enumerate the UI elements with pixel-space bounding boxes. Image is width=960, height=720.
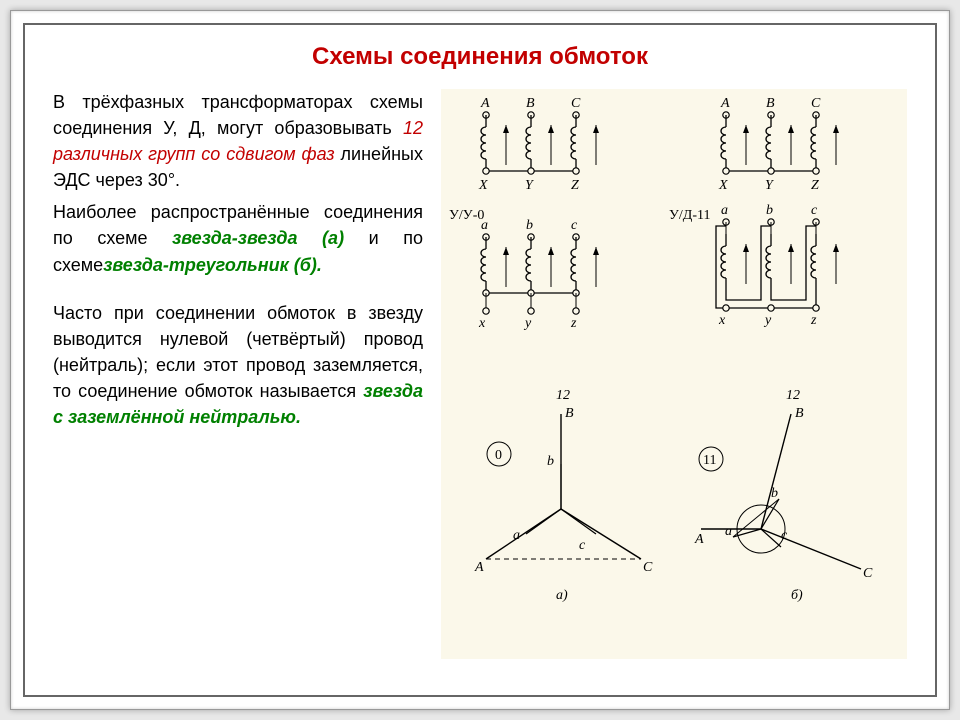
block-top-left-primary: A B C X Y Z	[478, 96, 599, 193]
circ0: 0	[495, 448, 502, 463]
circ11: 11	[703, 453, 716, 468]
vec-C-l: C	[643, 560, 653, 575]
lbl-X: X	[478, 178, 488, 193]
scheme-label-2: У/Д-11	[669, 208, 711, 223]
lbl-B2: B	[766, 96, 775, 111]
winding-diagram-svg: A B C X Y Z A B C	[441, 89, 901, 659]
paragraph-2: Наиболее распространённые соединения по …	[53, 199, 423, 277]
lbl-c2: c	[811, 203, 818, 218]
paragraph-1: В трёхфазных трансформаторах схемы соеди…	[53, 89, 423, 193]
vec-A-r: A	[694, 532, 704, 547]
block-top-right-primary: A B C X Y Z	[718, 96, 839, 193]
block-bot-right-secondary: a b c x y z	[716, 203, 839, 328]
text-column: В трёхфазных трансформаторах схемы соеди…	[53, 89, 423, 659]
lbl-Y: Y	[525, 178, 535, 193]
figure-column: A B C X Y Z A B C	[441, 89, 907, 659]
lbl-C2: C	[811, 96, 821, 111]
vector-diagram-right: 12 B A C b a c 11	[694, 388, 873, 603]
lbl-A2: A	[720, 96, 730, 111]
lbl-a2: a	[721, 203, 728, 218]
block-bot-left-secondary: a b c x y z	[478, 218, 599, 331]
paragraph-3: Часто при соединении обмоток в звезду вы…	[53, 300, 423, 430]
vec-B-l: B	[565, 406, 574, 421]
lbl-x: x	[478, 316, 486, 331]
lbl-X2: X	[718, 178, 728, 193]
lbl-Y2: Y	[765, 178, 775, 193]
p2-hl1: звезда-звезда (	[172, 228, 328, 248]
vec-A-l: A	[474, 560, 484, 575]
sub-a: а)	[556, 588, 568, 603]
p2-hl2: звезда-треугольник (б).	[103, 255, 322, 275]
vec-b-l: b	[547, 454, 554, 469]
p1-text-a: В трёхфазных трансформаторах схемы соеди…	[53, 92, 423, 138]
vec-B-r: B	[795, 406, 804, 421]
lbl-y2: y	[763, 313, 772, 328]
scheme-label-1: У/У-0	[449, 208, 484, 223]
lbl-z: z	[570, 316, 577, 331]
lbl-A: A	[480, 96, 490, 111]
vec-a-l: a	[513, 528, 520, 543]
lbl-z2: z	[810, 313, 817, 328]
lbl-x2: x	[718, 313, 726, 328]
lbl-b2: b	[766, 203, 773, 218]
lbl-b: b	[526, 218, 533, 233]
vec-12-l: 12	[556, 388, 570, 403]
lbl-Z: Z	[571, 178, 579, 193]
vec-a-r: a	[725, 524, 732, 539]
vec-b-r: b	[771, 486, 778, 501]
content-row: В трёхфазных трансформаторах схемы соеди…	[53, 89, 907, 659]
slide-inner-frame: Схемы соединения обмоток В трёхфазных тр…	[23, 23, 937, 697]
p2-mid: а	[328, 228, 338, 248]
vec-C-r: C	[863, 566, 873, 581]
vec-12-r: 12	[786, 388, 800, 403]
slide-outer-frame: Схемы соединения обмоток В трёхфазных тр…	[10, 10, 950, 710]
page-title: Схемы соединения обмоток	[53, 43, 907, 71]
lbl-a: a	[481, 218, 488, 233]
vec-c-l: c	[579, 538, 586, 553]
sub-b: б)	[791, 588, 803, 603]
lbl-C: C	[571, 96, 581, 111]
lbl-B: B	[526, 96, 535, 111]
lbl-Z2: Z	[811, 178, 819, 193]
lbl-c: c	[571, 218, 578, 233]
lbl-y: y	[523, 316, 532, 331]
vector-diagram-left: 12 B A C b a c 0 а)	[474, 388, 653, 603]
